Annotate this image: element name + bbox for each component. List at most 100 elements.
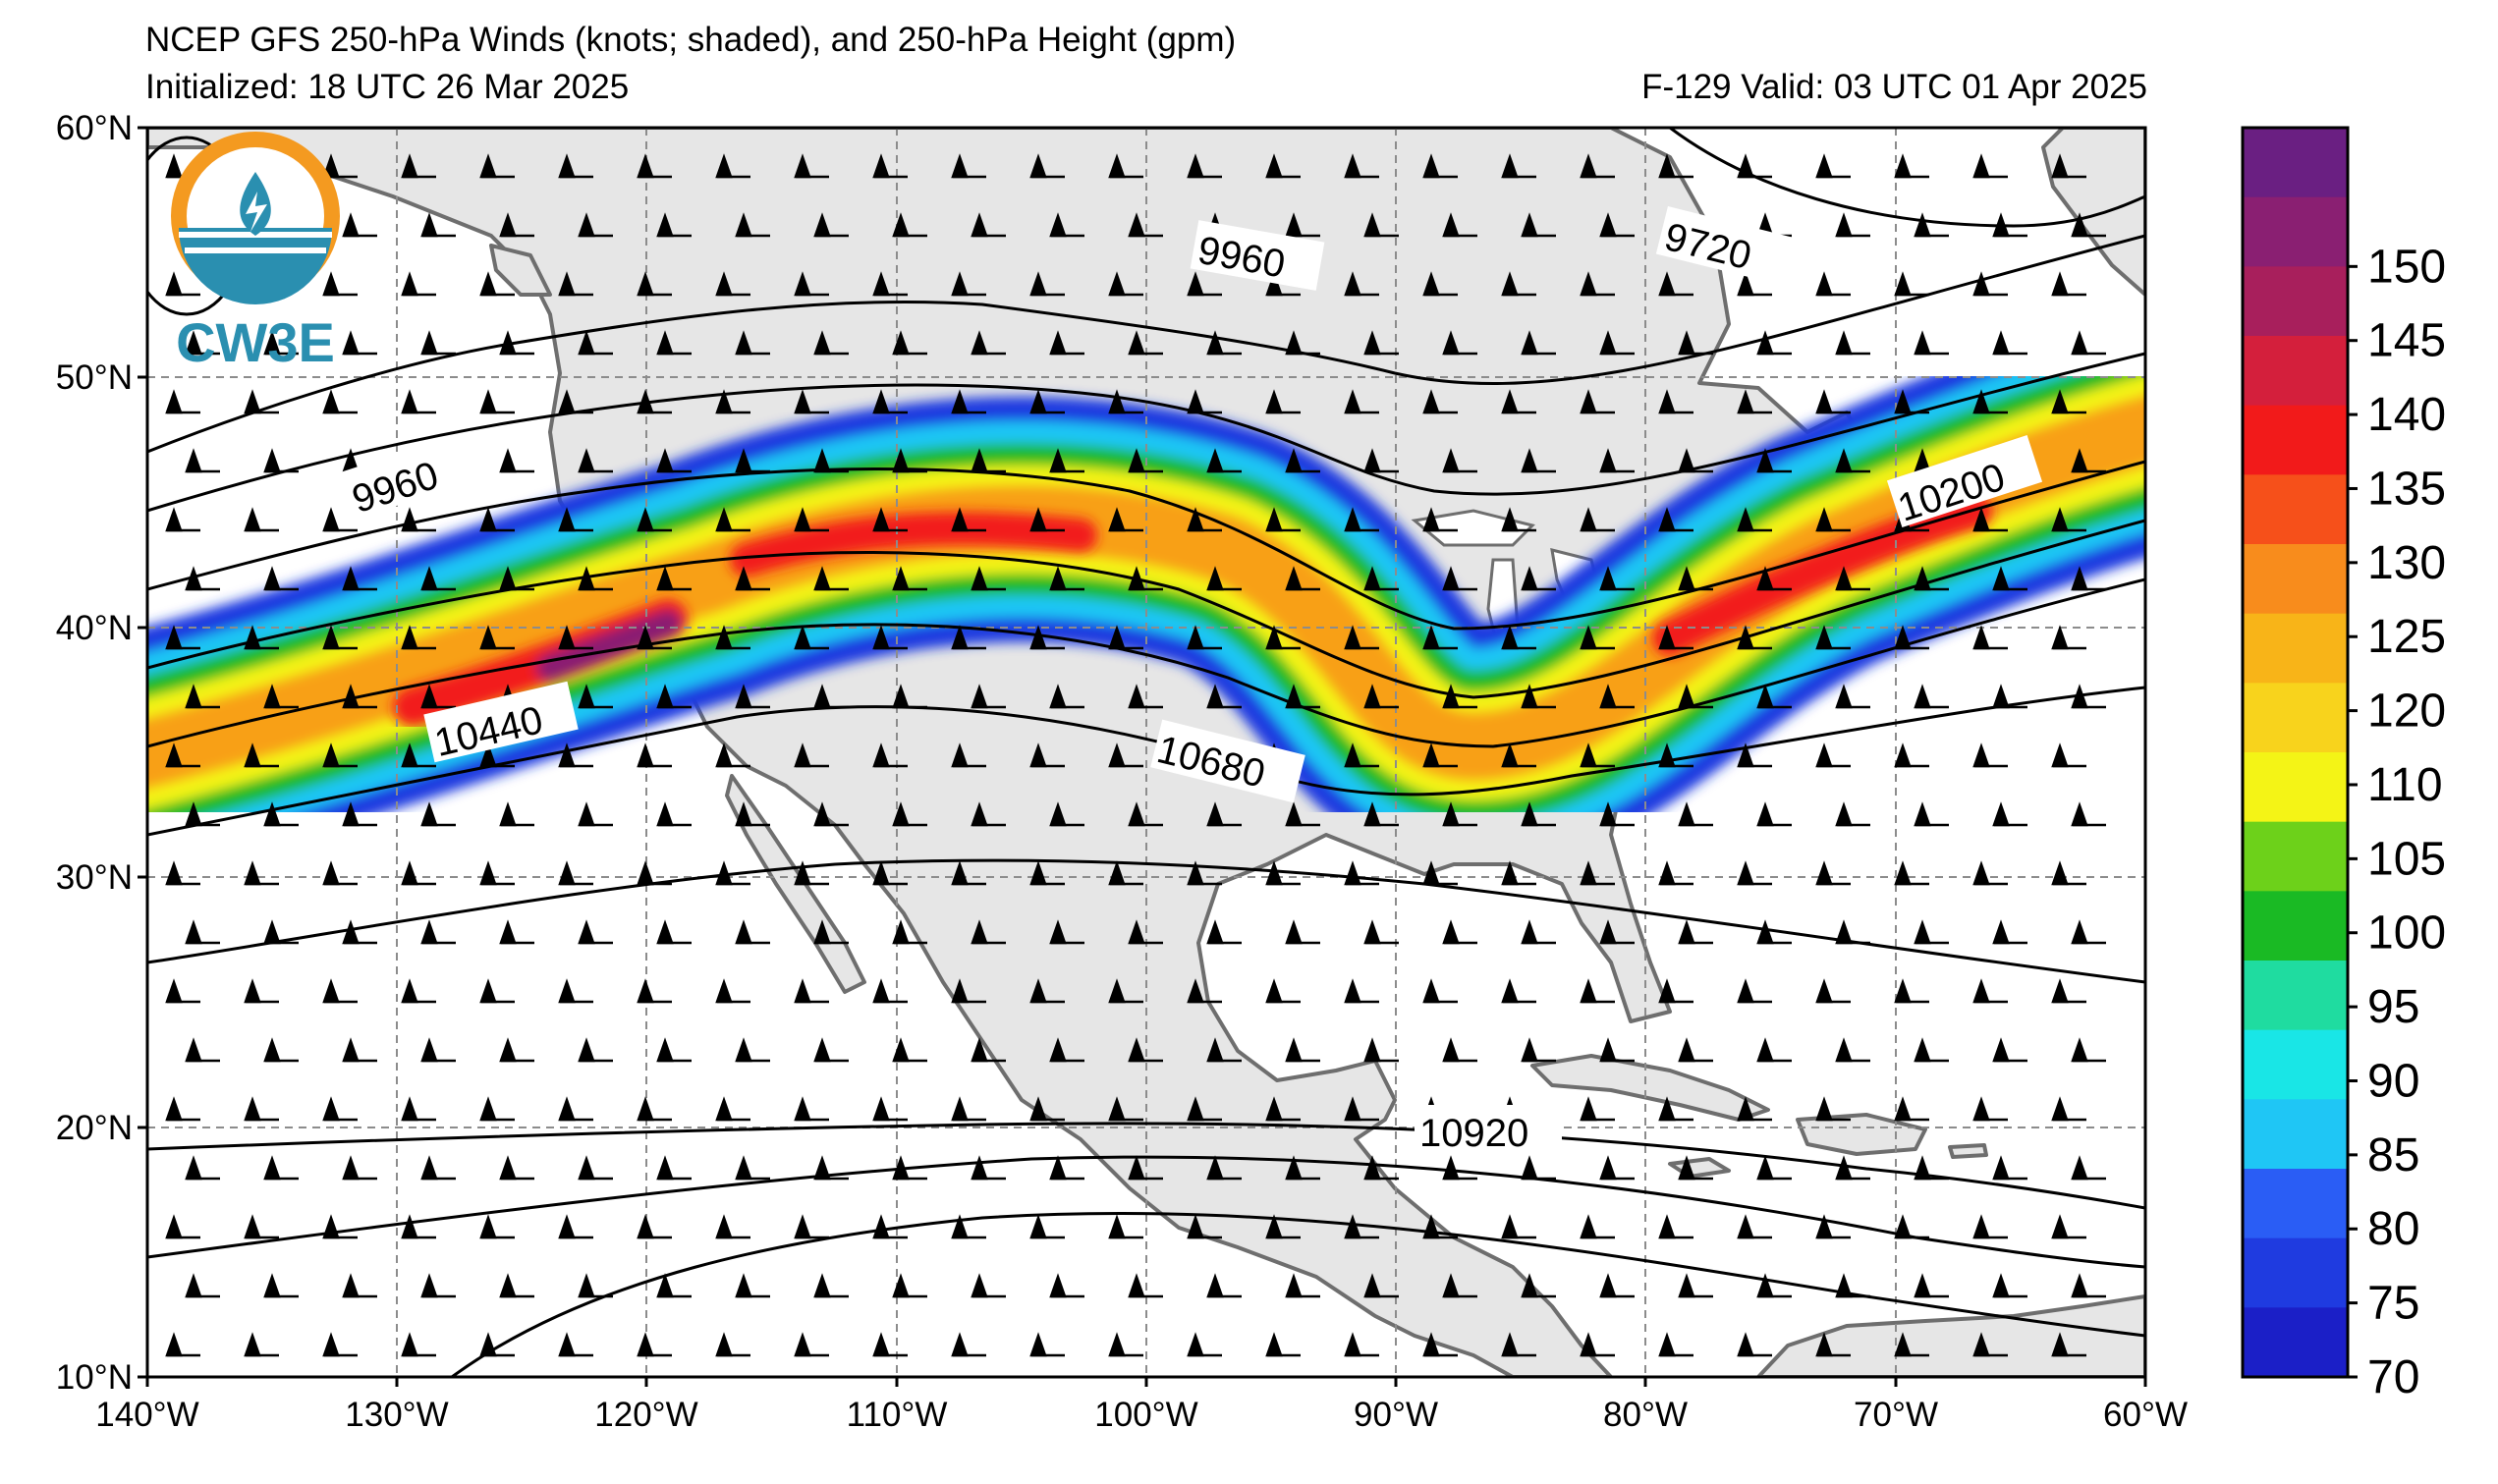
wind-barb bbox=[401, 507, 436, 532]
wind-barb bbox=[951, 860, 986, 886]
lat-lon-grid bbox=[147, 128, 2145, 1377]
contour-line-1 bbox=[147, 234, 2145, 454]
colorbar-tick-label: 120 bbox=[2367, 686, 2446, 738]
wind-barb bbox=[1187, 1096, 1222, 1122]
wind-barb bbox=[1344, 860, 1379, 886]
wind-barb bbox=[1285, 212, 1320, 238]
wind-barb bbox=[1894, 1214, 1929, 1239]
wind-barb bbox=[1422, 271, 1458, 297]
colorbar-tick-label: 135 bbox=[2367, 463, 2446, 515]
wind-barb bbox=[342, 1155, 377, 1181]
wind-barb bbox=[1187, 625, 1222, 650]
wind-barb bbox=[1658, 1332, 1693, 1357]
wind-barb bbox=[1206, 1273, 1242, 1298]
wind-barb bbox=[1265, 860, 1301, 886]
wind-barb bbox=[1599, 212, 1635, 238]
colorbar-segment bbox=[2243, 613, 2348, 684]
wind-barb bbox=[1972, 625, 2008, 650]
latitude-labels: 60°N 50°N 40°N 30°N 20°N 10°N bbox=[56, 109, 133, 1397]
wind-barb bbox=[578, 801, 613, 827]
wind-barb bbox=[1049, 1155, 1084, 1181]
wind-barb bbox=[1422, 742, 1458, 768]
wind-barb bbox=[263, 330, 299, 356]
wind-barb bbox=[244, 860, 279, 886]
wind-barb bbox=[1835, 448, 1870, 473]
wind-barb bbox=[499, 448, 534, 473]
wind-barb bbox=[2071, 212, 2106, 238]
wind-barb bbox=[342, 212, 377, 238]
wind-barb bbox=[951, 742, 986, 768]
wind-barb bbox=[1206, 330, 1242, 356]
wind-barb bbox=[1914, 801, 1949, 827]
wind-barb bbox=[479, 1332, 515, 1357]
wind-barb bbox=[1972, 389, 2008, 414]
wind-barb bbox=[794, 742, 829, 768]
wind-barb bbox=[1128, 566, 1163, 591]
wind-barb bbox=[420, 212, 456, 238]
contour-label-bg bbox=[1190, 220, 1325, 291]
wind-barb bbox=[1737, 389, 1772, 414]
wind-barb bbox=[1521, 684, 1556, 709]
wind-barb bbox=[1049, 801, 1084, 827]
wind-barb bbox=[1049, 919, 1084, 945]
wind-barb bbox=[1599, 1155, 1635, 1181]
wind-barb bbox=[872, 271, 908, 297]
wind-barb bbox=[1580, 271, 1615, 297]
lon-label-100w: 100°W bbox=[1094, 1396, 1197, 1434]
wind-barb bbox=[1187, 271, 1222, 297]
wind-barb bbox=[637, 271, 672, 297]
wind-barb bbox=[1187, 1332, 1222, 1357]
logo-water bbox=[179, 228, 332, 304]
wind-barb bbox=[1108, 860, 1143, 886]
wind-barb bbox=[322, 625, 358, 650]
wind-barb bbox=[1049, 212, 1084, 238]
wind-barb bbox=[1501, 1332, 1536, 1357]
wind-barb bbox=[1422, 389, 1458, 414]
colorbar-segment bbox=[2243, 683, 2348, 753]
south-america-landmass bbox=[1756, 1294, 2145, 1377]
wind-barb bbox=[342, 684, 377, 709]
wind-barb bbox=[951, 625, 986, 650]
wind-barb bbox=[1756, 448, 1792, 473]
wind-barb bbox=[1265, 389, 1301, 414]
wind-barb bbox=[420, 919, 456, 945]
wind-barb bbox=[1756, 1037, 1792, 1063]
wind-barb bbox=[2051, 271, 2086, 297]
wind-barb bbox=[1128, 330, 1163, 356]
wind-barb bbox=[1737, 271, 1772, 297]
wind-barb bbox=[1206, 1037, 1242, 1063]
wind-barb bbox=[1187, 153, 1222, 179]
wind-barb bbox=[1128, 212, 1163, 238]
wind-barb bbox=[1029, 389, 1065, 414]
wind-barb bbox=[1344, 978, 1379, 1004]
wind-barb bbox=[872, 625, 908, 650]
wind-barb bbox=[499, 212, 534, 238]
wind-barbs bbox=[165, 153, 2106, 1357]
wind-barb bbox=[185, 1155, 220, 1181]
wind-barb bbox=[1521, 1037, 1556, 1063]
wind-barb bbox=[1835, 684, 1870, 709]
wind-barb bbox=[1108, 1332, 1143, 1357]
wind-barb bbox=[1599, 566, 1635, 591]
wind-barb bbox=[2051, 153, 2086, 179]
wind-barb bbox=[872, 389, 908, 414]
cw3e-logo: CW3E bbox=[171, 132, 340, 373]
colorbar-segment bbox=[2243, 961, 2348, 1031]
wind-barb bbox=[892, 330, 927, 356]
wind-barb bbox=[558, 860, 593, 886]
wind-barb bbox=[244, 742, 279, 768]
wind-barb bbox=[637, 742, 672, 768]
contour-line-9 bbox=[147, 1155, 2145, 1269]
wind-barb bbox=[1422, 1332, 1458, 1357]
wind-barb bbox=[1442, 801, 1477, 827]
wind-barb bbox=[479, 271, 515, 297]
wind-barb bbox=[1285, 1037, 1320, 1063]
wind-barb bbox=[322, 860, 358, 886]
wind-barb bbox=[1285, 919, 1320, 945]
wind-barb bbox=[1265, 507, 1301, 532]
wind-barb bbox=[401, 271, 436, 297]
wind-barb bbox=[656, 684, 692, 709]
colorbar-segment bbox=[2243, 891, 2348, 962]
wind-barb bbox=[1363, 212, 1399, 238]
labrador-landmass bbox=[2041, 128, 2145, 297]
